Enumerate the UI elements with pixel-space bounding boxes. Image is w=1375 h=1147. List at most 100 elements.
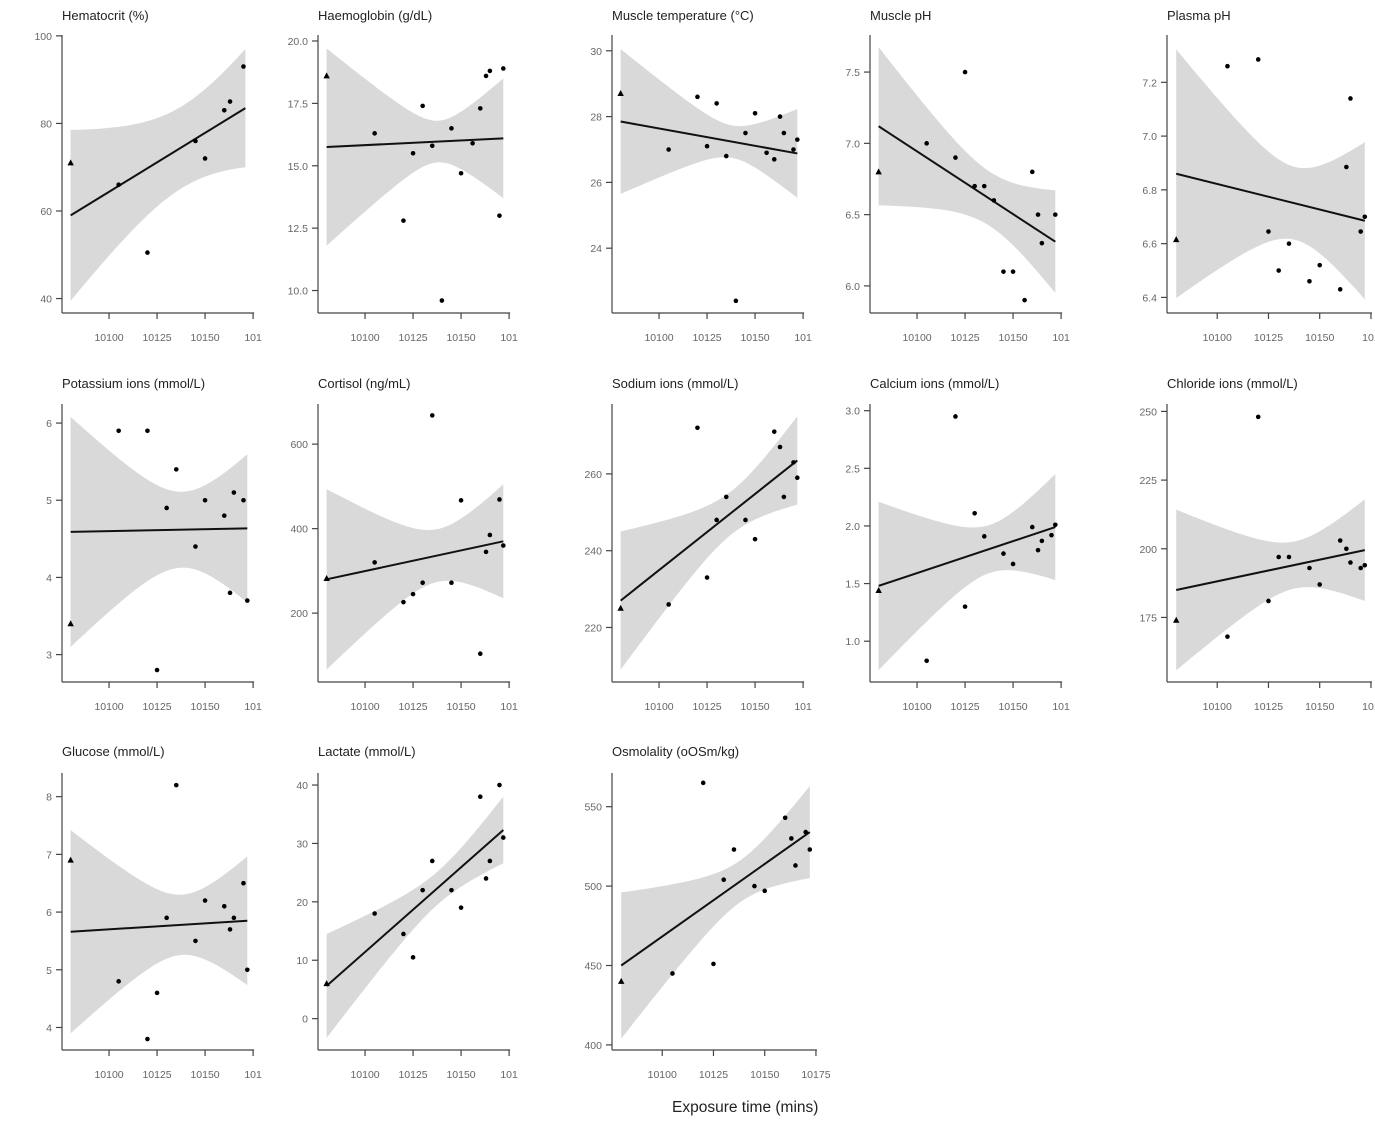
data-point	[771, 157, 777, 162]
data-point	[241, 64, 246, 69]
data-point	[953, 155, 958, 160]
x-tick-label: 10150	[1305, 701, 1334, 713]
x-tick-label: 10125	[142, 332, 171, 344]
panel-muscle-ph: Muscle pH 6.0 6.5 7.0 7.5 10100 10125 10150 101	[845, 8, 1070, 344]
data-point	[439, 298, 445, 303]
y-tick-label: 12.5	[288, 223, 309, 235]
panel-title: Muscle pH	[870, 8, 931, 23]
data-point	[1276, 554, 1282, 560]
y-tick-label: 7.5	[845, 67, 860, 79]
data-point	[743, 517, 748, 523]
x-tick-label: 10150	[446, 701, 475, 713]
triangle-point	[67, 620, 74, 627]
data-point	[483, 876, 489, 881]
y-tick-label: 2.0	[845, 521, 860, 533]
y-tick-label: 6.5	[845, 210, 860, 222]
data-point	[477, 106, 483, 111]
y-tick-label: 20.0	[288, 36, 309, 48]
data-point	[245, 967, 250, 973]
y-tick-label: 225	[1139, 475, 1157, 487]
data-point	[991, 198, 997, 203]
panel-muscle-temperature-c: Muscle temperature (°C) 24 26 28 30 10100 1012…	[590, 8, 812, 344]
data-point	[764, 150, 769, 156]
data-point	[420, 103, 425, 109]
data-point	[145, 428, 150, 434]
data-point	[789, 836, 794, 841]
x-tick-label: 10150	[998, 332, 1027, 344]
fit-line	[1176, 549, 1366, 591]
data-point	[795, 137, 800, 142]
data-point	[164, 915, 169, 921]
fit-line	[326, 137, 504, 149]
data-point	[1348, 560, 1353, 565]
x-tick-label: 10150	[998, 701, 1027, 713]
x-tick-label: 10150	[740, 332, 769, 344]
x-tick-label: 10100	[350, 332, 379, 344]
data-point	[1049, 532, 1054, 538]
triangle-point	[617, 90, 624, 97]
data-point	[202, 156, 208, 161]
panel-title: Plasma pH	[1167, 8, 1231, 23]
x-tick-label: 10150	[190, 701, 219, 713]
panel-glucose-mmol-l: Glucose (mmol/L) 4 5 6 7 8 10100 10125 10150 101	[46, 744, 262, 1081]
data-point	[1010, 269, 1016, 274]
data-point	[803, 829, 809, 835]
data-point	[401, 218, 406, 223]
x-tick-label: 101	[500, 701, 518, 713]
data-point	[962, 604, 968, 609]
y-tick-label: 1.5	[845, 579, 860, 591]
data-point	[221, 108, 227, 113]
x-tick-label: 101	[500, 332, 518, 344]
panel-plasma-ph: Plasma pH 6.4 6.6 6.8 7.0 7.2 10100 10125 10150 1…	[1142, 8, 1375, 344]
data-point	[721, 877, 727, 883]
y-tick-label: 30	[590, 46, 602, 58]
y-tick-label: 1.0	[845, 636, 860, 648]
data-point	[1337, 538, 1343, 543]
x-tick-label: 101	[794, 701, 812, 713]
data-point	[972, 183, 977, 189]
triangle-point	[67, 856, 74, 863]
data-point	[449, 126, 454, 131]
confidence-band	[1176, 499, 1365, 671]
panel-hematocrit: Hematocrit (%) 40 60 80 100 10100 10125 10150 10…	[34, 8, 262, 344]
data-point	[429, 413, 435, 418]
triangle-point	[323, 574, 330, 581]
data-point	[807, 847, 813, 852]
data-point	[1053, 522, 1058, 528]
data-point	[420, 887, 425, 893]
data-point	[972, 510, 977, 516]
data-point	[145, 250, 150, 255]
panel-title: Hematocrit (%)	[62, 8, 149, 23]
x-tick-label: 10150	[1305, 332, 1334, 344]
data-point	[372, 911, 377, 916]
x-tick-label: 10125	[398, 701, 427, 713]
confidence-band	[620, 416, 798, 670]
y-tick-label: 250	[1139, 406, 1157, 418]
confidence-band	[326, 484, 504, 670]
data-point	[193, 138, 198, 144]
x-tick-label: 10125	[398, 332, 427, 344]
y-tick-label: 10	[296, 955, 308, 967]
data-point	[477, 794, 483, 800]
data-point	[1001, 269, 1006, 274]
fit-line	[620, 459, 798, 602]
data-point	[924, 658, 929, 664]
y-tick-label: 220	[584, 622, 602, 634]
x-tick-label: 101	[1362, 332, 1375, 344]
data-point	[1337, 287, 1343, 292]
y-tick-label: 100	[34, 31, 52, 43]
x-tick-label: 10100	[902, 332, 931, 344]
data-point	[777, 114, 783, 119]
panel-cortisol-ng-ml: Cortisol (ng/mL) 200 400 600 10100 10125 10150…	[290, 376, 518, 713]
data-point	[227, 590, 233, 596]
confidence-band	[70, 830, 248, 1034]
data-point	[1010, 561, 1016, 567]
confidence-band	[878, 474, 1056, 670]
y-tick-label: 6	[46, 418, 52, 430]
data-point	[762, 888, 768, 894]
data-point	[1276, 268, 1282, 273]
x-tick-label: 101	[1362, 701, 1375, 713]
data-point	[793, 863, 798, 868]
y-tick-label: 175	[1139, 612, 1157, 624]
